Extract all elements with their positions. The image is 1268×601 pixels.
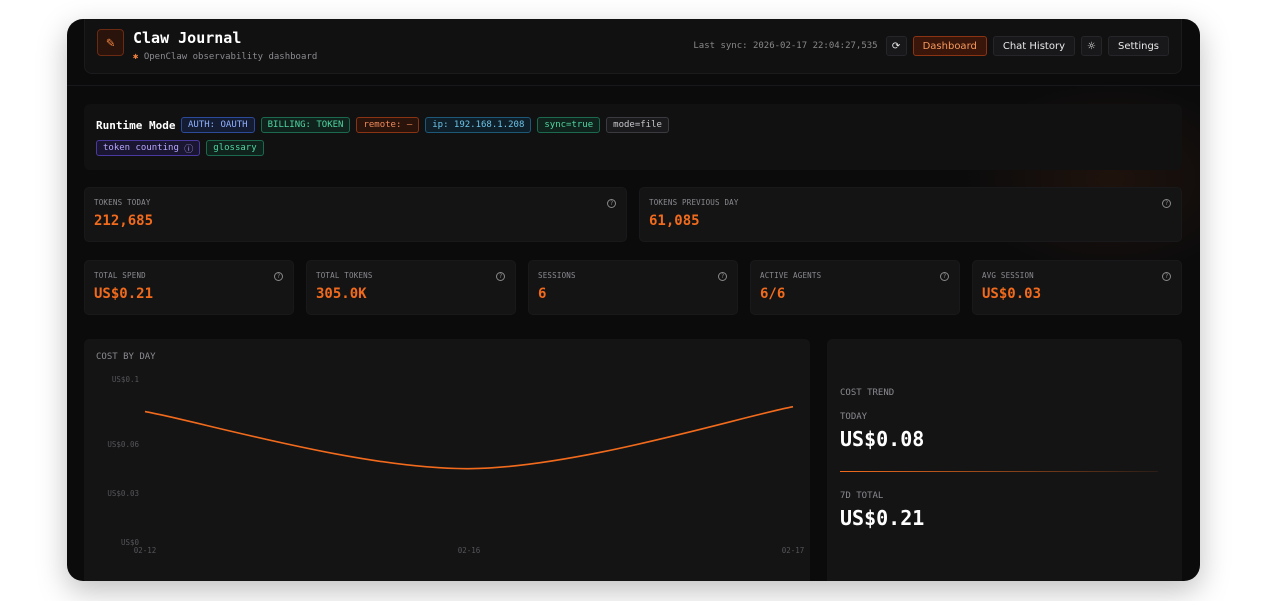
stat-card-tokens-previous-day: TOKENS PREVIOUS DAY 61,085 ? bbox=[639, 187, 1182, 242]
x-tick-label: 02-16 bbox=[458, 546, 481, 555]
billing-tag: BILLING: TOKEN bbox=[260, 117, 351, 133]
header: ✎ Claw Journal ✱ OpenClaw observability … bbox=[84, 19, 1182, 74]
y-tick-label: US$0.1 bbox=[112, 375, 139, 384]
stat-card-active-agents: ACTIVE AGENTS 6/6? bbox=[750, 260, 960, 315]
stat-card-total-spend: TOTAL SPEND US$0.21? bbox=[84, 260, 294, 315]
x-tick-label: 02-12 bbox=[134, 546, 157, 555]
stat-card-avg-session: AVG SESSION US$0.03? bbox=[972, 260, 1182, 315]
remote-tag: remote: – bbox=[356, 117, 420, 133]
help-icon[interactable]: ? bbox=[607, 199, 616, 208]
chart-title: COST BY DAY bbox=[96, 352, 156, 362]
chat-history-button[interactable]: Chat History bbox=[992, 36, 1075, 56]
help-icon[interactable]: ? bbox=[496, 272, 505, 281]
app-window: ✎ Claw Journal ✱ OpenClaw observability … bbox=[67, 19, 1200, 581]
settings-button[interactable]: Settings bbox=[1107, 36, 1169, 56]
app-subtitle: OpenClaw observability dashboard bbox=[143, 52, 318, 62]
help-icon[interactable]: ? bbox=[1162, 199, 1171, 208]
trend-divider bbox=[840, 471, 1158, 472]
token-counting-link[interactable]: token counting ⓘ bbox=[96, 140, 201, 156]
feather-icon: ✎ bbox=[97, 29, 124, 56]
cost-line bbox=[144, 405, 794, 470]
sync-tag: sync=true bbox=[537, 117, 601, 133]
y-tick-label: US$0.06 bbox=[107, 440, 139, 449]
cost-by-day-chart: COST BY DAY US$0 US$0.03 US$0.06 US$0.1 02-1… bbox=[84, 339, 810, 581]
runtime-mode-panel: Runtime Mode AUTH: OAUTH BILLING: TOKEN … bbox=[84, 104, 1182, 170]
app-title: Claw Journal bbox=[133, 29, 242, 47]
refresh-button[interactable]: ⟳ bbox=[885, 36, 907, 56]
auth-tag: AUTH: OAUTH bbox=[181, 117, 255, 133]
theme-toggle-button[interactable]: ☼ bbox=[1080, 36, 1102, 56]
dashboard-button[interactable]: Dashboard bbox=[912, 36, 987, 56]
help-icon[interactable]: ? bbox=[1162, 272, 1171, 281]
help-icon[interactable]: ? bbox=[718, 272, 727, 281]
total-value: US$0.21 bbox=[840, 506, 925, 530]
chart-svg: US$0 US$0.03 US$0.06 US$0.1 02-12 02-16 02-17 bbox=[107, 375, 805, 555]
y-tick-label: US$0 bbox=[121, 538, 140, 547]
sun-icon: ☼ bbox=[1087, 40, 1096, 52]
mode-tag: mode=file bbox=[606, 117, 669, 133]
trend-title: COST TREND bbox=[840, 388, 895, 398]
sparkle-icon: ✱ bbox=[133, 52, 139, 62]
refresh-icon: ⟳ bbox=[891, 40, 901, 52]
y-tick-label: US$0.03 bbox=[107, 489, 139, 498]
help-icon[interactable]: ? bbox=[274, 272, 283, 281]
runtime-title: Runtime Mode bbox=[96, 119, 176, 132]
today-label: TODAY bbox=[840, 412, 868, 422]
stat-card-total-tokens: TOTAL TOKENS 305.0K? bbox=[306, 260, 516, 315]
total-label: 7D TOTAL bbox=[840, 491, 884, 501]
help-icon: ⓘ bbox=[184, 144, 194, 155]
help-icon[interactable]: ? bbox=[940, 272, 949, 281]
stat-card-sessions: SESSIONS 6? bbox=[528, 260, 738, 315]
ip-tag: ip: 192.168.1.208 bbox=[425, 117, 532, 133]
today-value: US$0.08 bbox=[840, 427, 925, 451]
divider bbox=[67, 85, 1200, 86]
last-sync: Last sync: 2026-02-17 22:04:27,535 bbox=[693, 41, 878, 51]
x-tick-label: 02-17 bbox=[782, 546, 805, 555]
stat-card-tokens-today: TOKENS TODAY 212,685 ? bbox=[84, 187, 627, 242]
cost-trend-panel: COST TREND TODAY US$0.08 7D TOTAL US$0.2… bbox=[827, 339, 1182, 581]
glossary-link[interactable]: glossary bbox=[206, 140, 264, 156]
